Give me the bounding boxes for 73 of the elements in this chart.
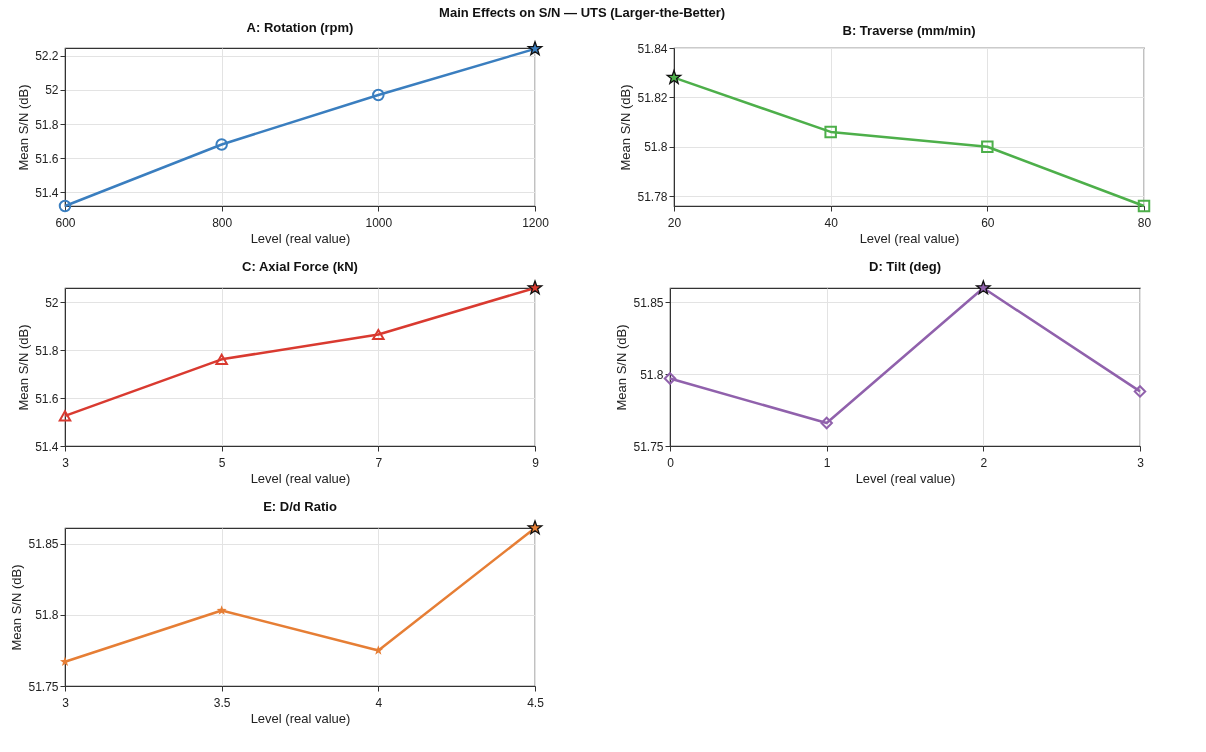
y-axis-title: Mean S/N (dB) <box>618 84 634 171</box>
point <box>527 41 543 56</box>
y-tick-label: 51.6 <box>35 391 59 406</box>
y-tick-label: 51.84 <box>637 41 668 56</box>
y-tick-label: 51.4 <box>35 185 59 200</box>
y-tick-label: 51.75 <box>28 679 59 694</box>
x-tick-label: 0 <box>667 455 675 470</box>
x-tick-label: 4 <box>375 695 383 710</box>
x-axis-title: Level (real value) <box>859 230 960 246</box>
x-axis-title: Level (real value) <box>250 230 351 246</box>
y-tick-label: 51.82 <box>637 90 668 105</box>
point <box>215 138 228 151</box>
point <box>527 520 543 535</box>
y-tick-label: 51.8 <box>35 343 59 358</box>
x-axis-title: Level (real value) <box>855 470 956 486</box>
point <box>975 280 991 295</box>
y-tick-label: 51.78 <box>637 189 668 204</box>
y-tick-label: 51.8 <box>644 140 668 155</box>
y-axis-title: Mean S/N (dB) <box>16 324 32 411</box>
chart-title: C: Axial Force (kN) <box>242 259 358 275</box>
x-tick-label: 600 <box>55 215 76 230</box>
point <box>215 353 228 365</box>
point <box>666 69 682 84</box>
y-tick-label: 51.8 <box>640 367 664 382</box>
point <box>663 372 677 385</box>
x-tick-label: 3 <box>62 455 70 470</box>
x-tick-label: 1 <box>823 455 831 470</box>
point <box>824 125 837 139</box>
chart-title: D: Tilt (deg) <box>869 259 941 275</box>
point <box>820 416 833 430</box>
x-axis-title: Level (real value) <box>250 470 351 486</box>
x-tick-label: 80 <box>1137 215 1152 230</box>
x-tick-label: 3 <box>62 695 70 710</box>
x-tick-label: 1000 <box>365 215 393 230</box>
y-axis-title: Mean S/N (dB) <box>614 324 630 411</box>
point <box>1137 199 1151 213</box>
y-tick-label: 51.85 <box>633 295 664 310</box>
y-tick-label: 51.6 <box>35 151 59 166</box>
point <box>1133 385 1147 398</box>
point <box>527 280 543 295</box>
x-tick-label: 800 <box>212 215 233 230</box>
y-tick-label: 52 <box>45 295 59 310</box>
x-tick-label: 5 <box>218 455 226 470</box>
y-tick-label: 52 <box>45 83 59 98</box>
point <box>372 88 385 102</box>
x-axis-title: Level (real value) <box>250 710 351 726</box>
point <box>58 199 72 213</box>
point <box>58 410 72 422</box>
chart-title: E: D/d Ratio <box>263 499 337 515</box>
y-tick-label: 51.8 <box>35 608 59 623</box>
y-tick-label: 51.75 <box>633 439 664 454</box>
y-tick-label: 52.2 <box>35 49 59 64</box>
y-axis-title: Mean S/N (dB) <box>9 564 25 651</box>
x-tick-label: 3.5 <box>213 695 231 710</box>
x-tick-label: 4.5 <box>527 695 545 710</box>
x-tick-label: 2 <box>980 455 988 470</box>
text: Main Effects on S/N — UTS (Larger-the-Better) <box>439 4 726 20</box>
y-tick-label: 51.4 <box>35 439 59 454</box>
point <box>372 328 385 340</box>
chart-title: A: Rotation (rpm) <box>246 20 354 36</box>
y-tick-label: 51.8 <box>35 117 59 132</box>
point <box>981 140 994 153</box>
x-tick-label: 7 <box>375 455 383 470</box>
y-axis-title: Mean S/N (dB) <box>16 84 32 171</box>
x-tick-label: 3 <box>1137 455 1145 470</box>
x-tick-label: 60 <box>981 215 995 230</box>
x-tick-label: 20 <box>667 215 682 230</box>
point <box>216 605 227 615</box>
chart-title: B: Traverse (mm/min) <box>842 23 976 38</box>
y-tick-label: 51.85 <box>28 537 59 552</box>
x-tick-label: 9 <box>532 455 540 470</box>
x-tick-label: 40 <box>824 215 839 230</box>
x-tick-label: 1200 <box>522 215 550 230</box>
